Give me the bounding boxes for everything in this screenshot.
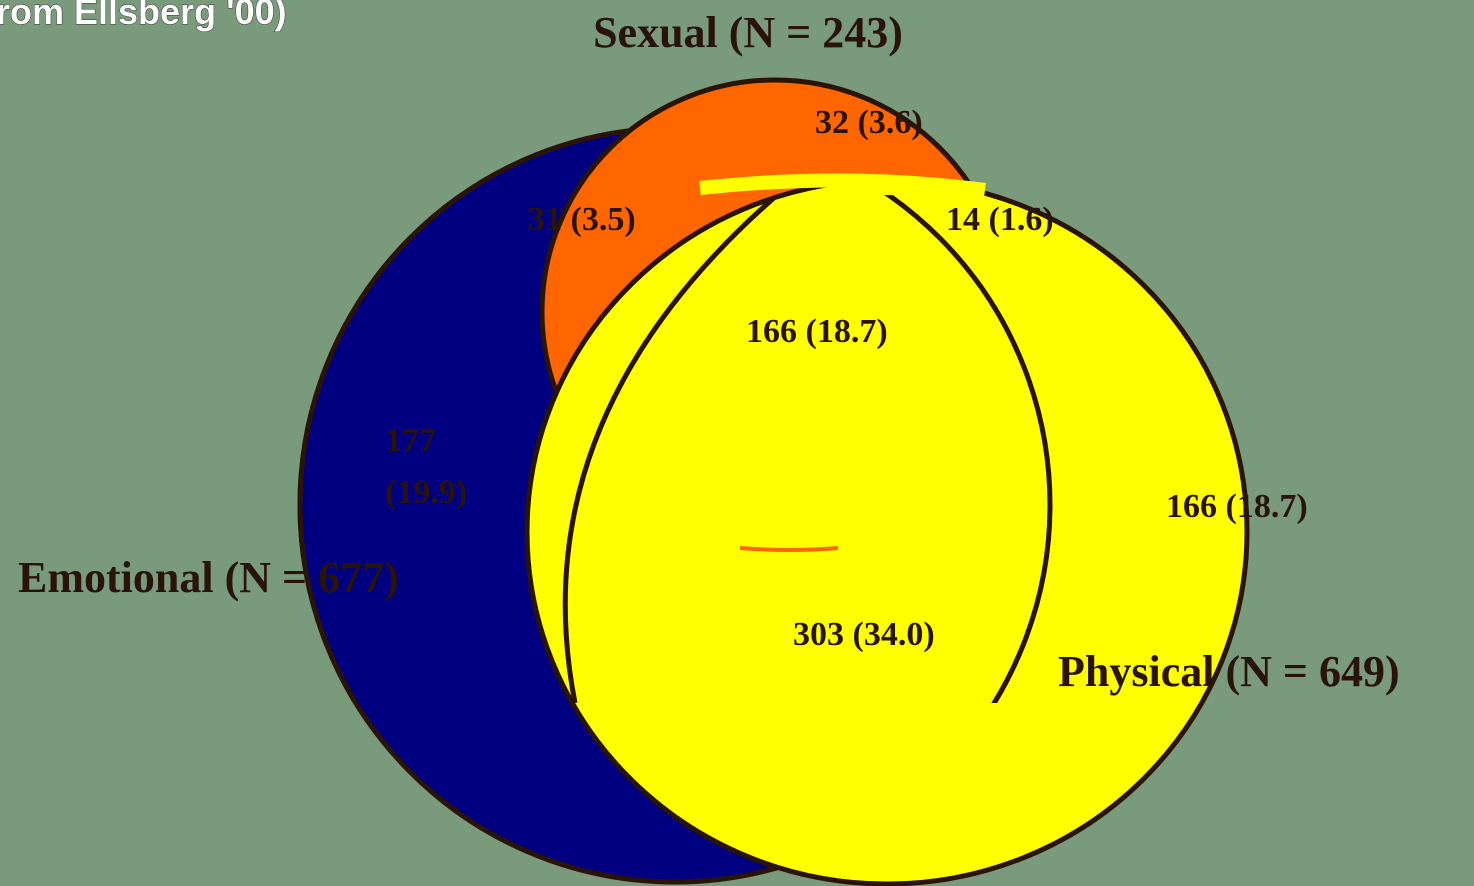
- set-label: Physical (N = 649): [1058, 647, 1400, 696]
- title: rom Ellsberg '00): [0, 0, 287, 32]
- region-label: 177: [385, 422, 436, 459]
- region-label: 31 (3.5): [528, 201, 636, 238]
- region-label: (19.9): [385, 474, 467, 511]
- set-label: Sexual (N = 243): [593, 8, 903, 57]
- overlap-edge: [699, 173, 986, 197]
- physical-circle: [524, 177, 1250, 886]
- region-label: 303 (34.0): [793, 616, 935, 653]
- region-label: 166 (18.7): [1166, 488, 1308, 525]
- set-label: Emotional (N = 677): [18, 553, 399, 602]
- inner-arc: [562, 195, 777, 703]
- sliver: [739, 546, 839, 552]
- region-label: 166 (18.7): [746, 313, 888, 350]
- region-label: 32 (3.6): [815, 104, 923, 141]
- emotional-outline: [297, 195, 1053, 703]
- region-label: 14 (1.6): [946, 201, 1054, 238]
